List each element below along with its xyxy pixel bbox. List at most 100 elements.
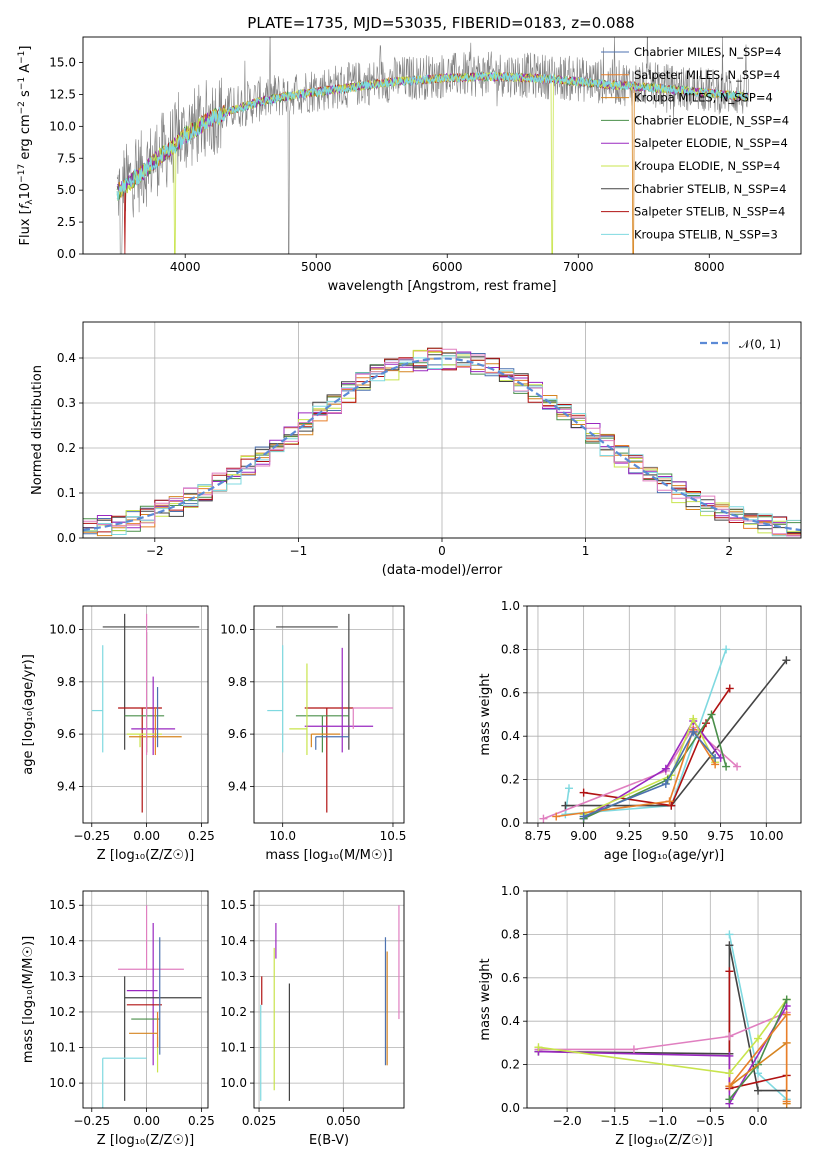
y-axis-label: mass [log₁₀(M/M☉)]: [21, 936, 36, 1063]
y-tick-label: 9.6: [57, 727, 76, 741]
legend-entry: Kroupa STELIB, N_SSP=3: [601, 227, 778, 241]
weight-marker: [667, 801, 676, 810]
y-tick-label: 10.0: [220, 623, 247, 637]
axes-mass-Z: −0.25 0.00 0.25 10.0 10.1 10.2 10.3 10.4 10.5 Z […: [21, 890, 215, 1148]
y-axis-label: Normed distribution: [30, 365, 45, 495]
y-tick-label: 10.1: [220, 1041, 247, 1055]
plot-area-weight-age: [539, 645, 791, 823]
legend: 𝒩(0, 1): [700, 337, 781, 351]
axes-weight-Z: −2.0 −1.5 −1.0 −0.5 0.0 0.0 0.2 0.4 0.6 0.8 1.0 Z […: [478, 884, 802, 1148]
weight-marker: [754, 1086, 763, 1095]
axes-frame: [82, 605, 209, 824]
y-tick-label: 9.4: [57, 779, 76, 793]
weight-line: [583, 730, 716, 818]
y-tick-label: 10.5: [220, 898, 247, 912]
weight-series: [579, 727, 720, 821]
legend-label: Salpeter STELIB, N_SSP=4: [634, 205, 785, 219]
legend-label: Chabrier ELODIE, N_SSP=4: [634, 113, 789, 127]
y-tick-label: 0.8: [501, 927, 520, 941]
weight-marker: [689, 714, 698, 723]
legend-entry: Chabrier STELIB, N_SSP=4: [601, 182, 786, 196]
y-tick-label: 0.8: [501, 642, 520, 656]
y-tick-label: 0.0: [501, 1101, 520, 1115]
y-axis-label-part: ]: [18, 46, 33, 51]
weight-line: [538, 999, 788, 1075]
y-tick-label: 10.3: [220, 969, 247, 983]
x-tick-label: −2.0: [553, 1114, 582, 1128]
histogram-step: [83, 348, 801, 537]
y-tick-label: 5.0: [57, 183, 76, 197]
x-tick-label: 9.50: [662, 829, 689, 843]
x-tick-label: 2: [725, 544, 733, 558]
y-axis-label-part: erg cm: [18, 114, 33, 163]
error-bar-point: [267, 645, 284, 753]
x-axis-label: E(B-V): [309, 1133, 349, 1148]
x-tick-label: −0.25: [73, 829, 110, 843]
error-bar-point: [131, 676, 176, 756]
legend-label: Salpeter ELODIE, N_SSP=4: [634, 136, 788, 150]
legend-label: Chabrier MILES, N_SSP=4: [634, 45, 781, 59]
weight-marker: [722, 762, 731, 771]
y-tick-label: 0.2: [57, 441, 76, 455]
weight-marker: [661, 779, 670, 788]
y-tick-label: 9.4: [228, 779, 247, 793]
weight-marker: [725, 930, 734, 939]
legend-entry: Kroupa ELODIE, N_SSP=4: [601, 159, 780, 173]
y-axis-label-part: s: [18, 90, 33, 101]
weight-marker: [782, 656, 791, 665]
x-tick-label: −1.5: [600, 1114, 629, 1128]
y-tick-label: 10.4: [220, 934, 247, 948]
y-tick-label: 0.4: [501, 1014, 520, 1028]
x-tick-label: −1.0: [648, 1114, 677, 1128]
error-bar-point: [118, 905, 184, 970]
x-tick-label: 5000: [301, 260, 332, 274]
gaussian-curve: [83, 357, 801, 532]
y-tick-label: 10.3: [49, 969, 76, 983]
figure-title: PLATE=1735, MJD=53035, FIBERID=0183, z=0…: [247, 14, 634, 32]
axes-frame: [526, 605, 802, 824]
x-tick-label: 0.025: [242, 1114, 276, 1128]
y-tick-label: 10.5: [49, 898, 76, 912]
x-tick-label: 4000: [170, 260, 201, 274]
y-axis-label-part: 10: [18, 183, 33, 200]
axes-frame: [253, 605, 405, 824]
legend-entry: Kroupa MILES, N_SSP=4: [601, 91, 773, 105]
y-tick-label: 0.0: [57, 531, 76, 545]
x-tick-label: −1: [290, 544, 308, 558]
axes-frame: [82, 36, 802, 255]
weight-marker: [565, 784, 574, 793]
y-axis-label-part: −2: [17, 101, 27, 114]
x-tick-label: 10.00: [749, 829, 783, 843]
x-axis-label: Z [log₁₀(Z/Z☉)]: [97, 848, 194, 863]
y-tick-label: 0.2: [501, 1058, 520, 1072]
legend-label: Salpeter MILES, N_SSP=4: [634, 68, 780, 82]
weight-marker: [661, 764, 670, 773]
x-axis-label: age [log₁₀(age/yr)]: [604, 848, 725, 863]
weight-marker: [539, 814, 548, 823]
y-axis-label-part: f: [18, 202, 33, 209]
x-axis-label: (data-model)/error: [382, 563, 503, 578]
x-tick-label: 10.0: [269, 829, 296, 843]
y-axis-label: age [log₁₀(age/yr)]: [21, 654, 36, 775]
y-tick-label: 10.0: [220, 1076, 247, 1090]
y-tick-label: 1.0: [501, 599, 520, 613]
plot-area-mass-ebv: [260, 905, 400, 1101]
x-tick-label: 7000: [563, 260, 594, 274]
legend-label: Kroupa ELODIE, N_SSP=4: [634, 159, 780, 173]
plot-area-mass-Z: [102, 905, 202, 1108]
y-tick-label: 0.6: [501, 686, 520, 700]
y-tick-label: 10.0: [49, 119, 76, 133]
y-tick-label: 10.2: [220, 1005, 247, 1019]
axes-age-Z: −0.25 0.00 0.25 9.4 9.6 9.8 10.0 Z [log₁₀(Z/Z☉)…: [21, 605, 215, 863]
y-tick-label: 10.1: [49, 1041, 76, 1055]
y-axis-label-part: −1: [17, 51, 27, 64]
weight-marker: [725, 1082, 734, 1091]
y-axis-label-part: Flux [: [18, 209, 33, 245]
legend-entry: Chabrier ELODIE, N_SSP=4: [601, 113, 789, 127]
y-tick-label: 7.5: [57, 151, 76, 165]
y-tick-label: 9.6: [228, 727, 247, 741]
y-tick-label: 2.5: [57, 215, 76, 229]
weight-line: [538, 1011, 788, 1051]
